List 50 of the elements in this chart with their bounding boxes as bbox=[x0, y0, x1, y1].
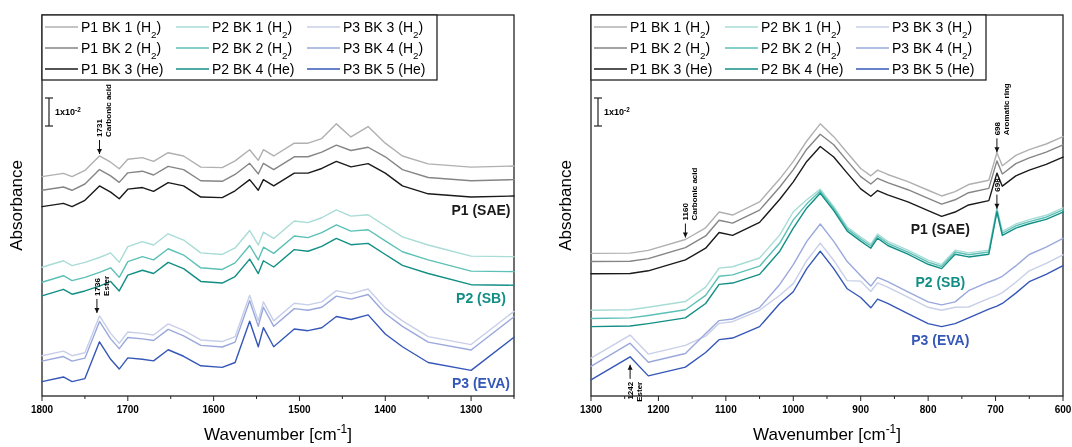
x-tick-label: 1400 bbox=[374, 404, 397, 415]
legend-label: P3 BK 3 (H$_{2}$) bbox=[892, 19, 973, 40]
legend-label: P3 BK 3 (H$_{2}$) bbox=[343, 19, 424, 40]
legend-label: P1 BK 1 (H$_{2}$) bbox=[81, 19, 162, 40]
text: 1x10$^{-2}$ bbox=[55, 105, 82, 117]
legend-label: P1 BK 3 (He) bbox=[81, 61, 164, 77]
y-axis-title: Absorbance bbox=[7, 160, 26, 251]
annotation: P1 (SAE) bbox=[451, 202, 511, 219]
legend-label: P2 BK 4 (He) bbox=[212, 61, 295, 77]
x-tick-label: 1000 bbox=[782, 404, 805, 415]
legend-label: P1 BK 3 (He) bbox=[630, 61, 713, 77]
x-tick-label: 900 bbox=[852, 404, 870, 415]
annotation: 698 bbox=[992, 177, 1002, 192]
x-tick-label: 1300 bbox=[459, 404, 483, 415]
annotation: 1242 Ester bbox=[626, 381, 645, 402]
annotation: 698 Aromatic ring bbox=[992, 83, 1011, 136]
legend-label: P2 BK 1 (H$_{2}$) bbox=[212, 19, 293, 40]
annotation: 1731 Carbonic acid bbox=[95, 83, 114, 137]
legend-label: P3 BK 5 (He) bbox=[892, 61, 975, 77]
legend-label: P3 BK 4 (H$_{2}$) bbox=[892, 40, 973, 61]
x-tick-label: 1200 bbox=[647, 404, 670, 415]
legend-label: P1 BK 1 (H$_{2}$) bbox=[630, 19, 711, 40]
y-axis-title: Absorbance bbox=[556, 160, 575, 251]
legend-label: P2 BK 1 (H$_{2}$) bbox=[761, 19, 842, 40]
legend-label: P1 BK 2 (H$_{2}$) bbox=[81, 40, 162, 61]
text: 1x10$^{-2}$ bbox=[604, 105, 631, 117]
x-tick-label: 1600 bbox=[202, 404, 226, 415]
x-tick-label: 700 bbox=[987, 404, 1005, 415]
x-tick-label: 800 bbox=[919, 404, 937, 415]
legend-label: P2 BK 2 (H$_{2}$) bbox=[212, 40, 293, 61]
x-tick-label: 1500 bbox=[288, 404, 312, 415]
legend-label: P1 BK 2 (H$_{2}$) bbox=[630, 40, 711, 61]
x-tick-label: 600 bbox=[1054, 404, 1072, 415]
x-tick-label: 1100 bbox=[715, 404, 738, 415]
x-axis-title: Wavenumber [cm$^{-1}$] bbox=[204, 422, 352, 444]
annotation: P2 (SB) bbox=[456, 289, 506, 306]
legend-label: P3 BK 5 (He) bbox=[343, 61, 426, 77]
legend-label: P2 BK 2 (H$_{2}$) bbox=[761, 40, 842, 61]
x-tick-label: 1300 bbox=[579, 404, 603, 415]
annotation: P1 (SAE) bbox=[910, 221, 970, 238]
legend-label: P3 BK 4 (H$_{2}$) bbox=[343, 40, 424, 61]
x-axis-title: Wavenumber [cm$^{-1}$] bbox=[753, 422, 901, 444]
annotation: P2 (SB) bbox=[915, 273, 966, 290]
legend-label: P2 BK 4 (He) bbox=[761, 61, 844, 77]
x-tick-label: 1700 bbox=[116, 404, 140, 415]
x-tick-label: 1800 bbox=[30, 404, 54, 415]
annotation: P3 (EVA) bbox=[911, 331, 970, 348]
annotation: 1736 Ester bbox=[92, 275, 111, 296]
annotation: P3 (EVA) bbox=[451, 375, 511, 392]
annotation: 1160 Carbonic acid bbox=[681, 167, 700, 221]
